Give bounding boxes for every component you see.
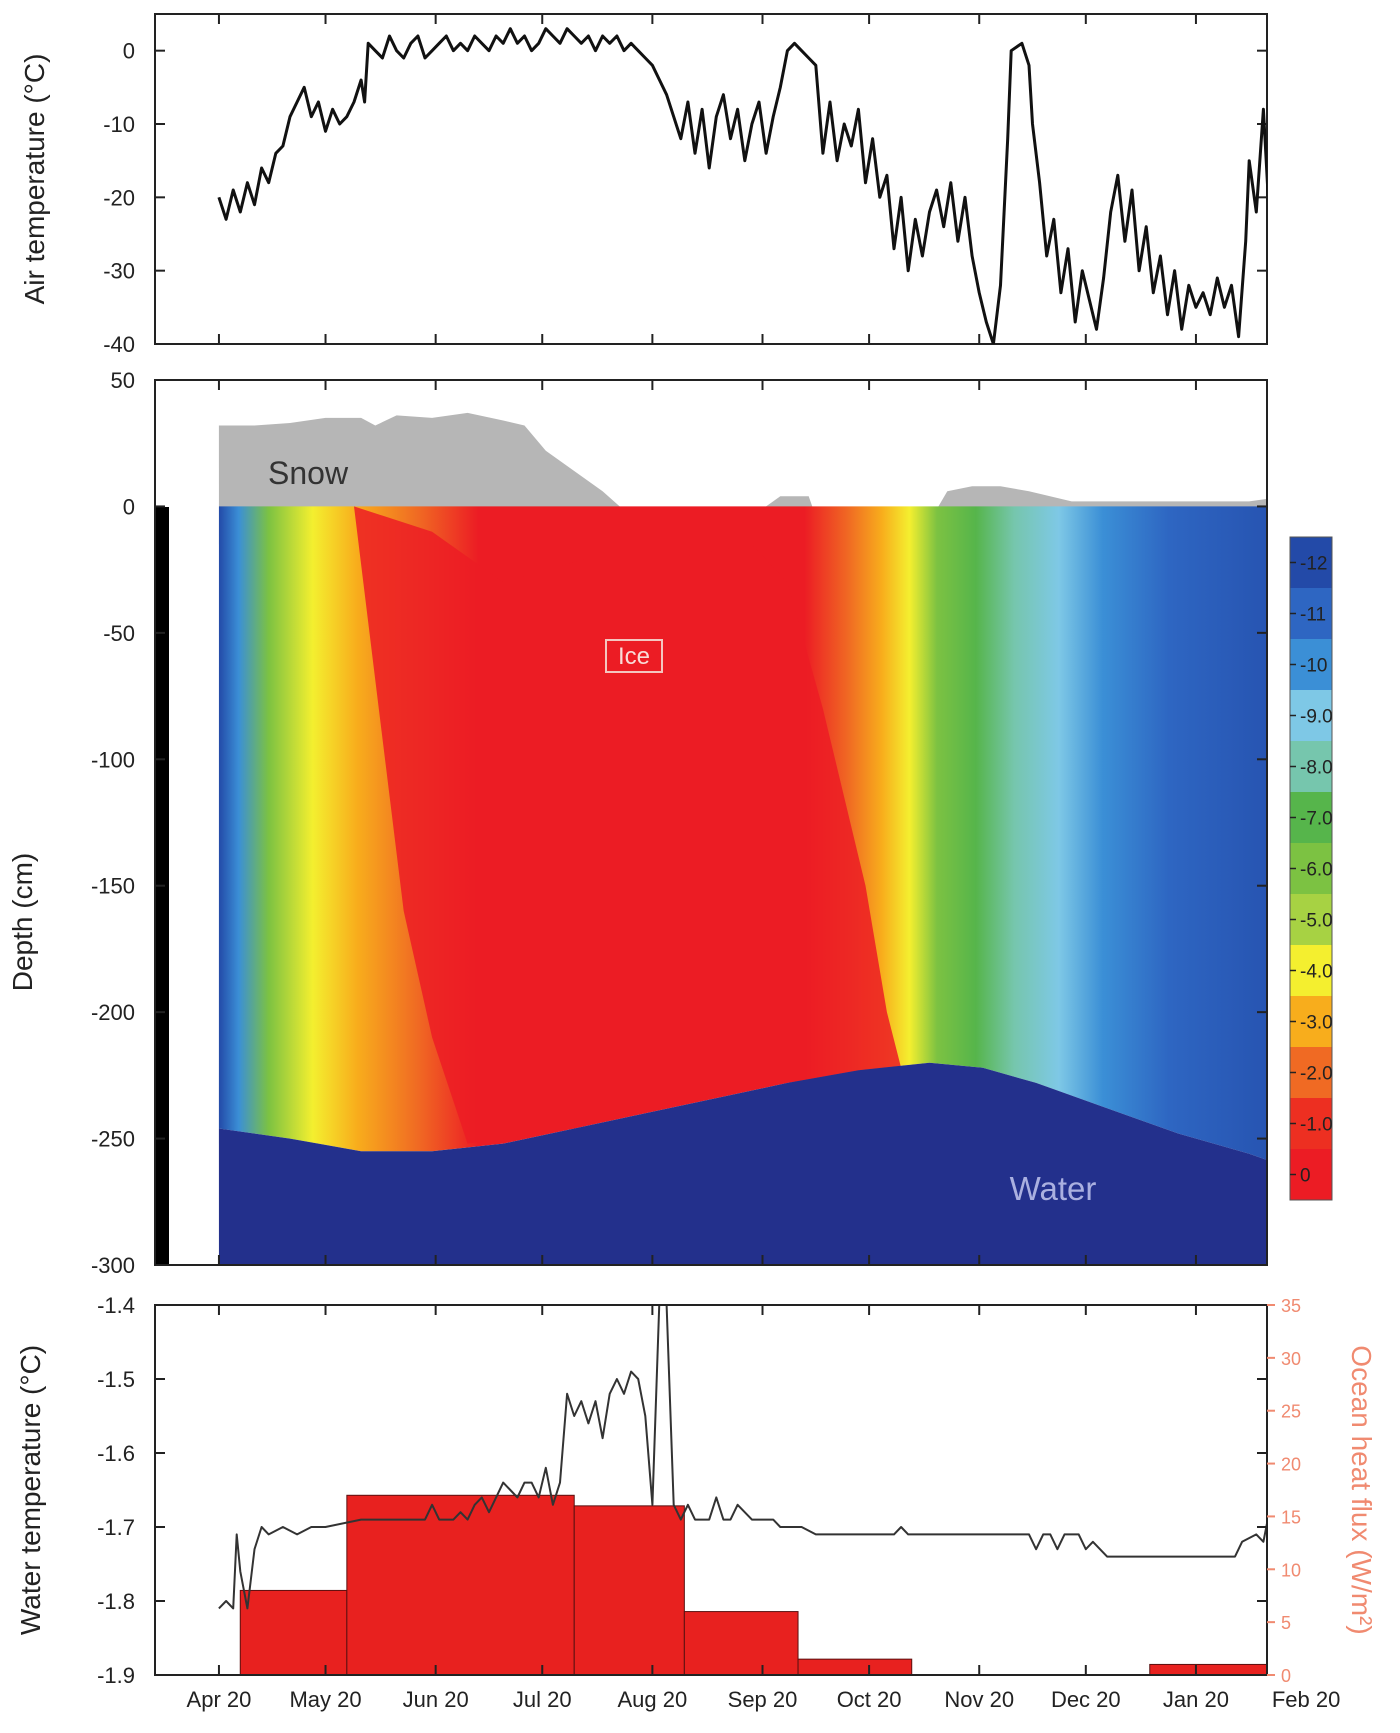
depth-y-ticks: 50 0 -50 -100 -150 -200 -250 -300	[91, 368, 1267, 1278]
depth-x-ticks	[217, 380, 1197, 1265]
colorbar-tick-label: 0	[1300, 1166, 1311, 1187]
month-tick-label: Jul 20	[513, 1687, 572, 1712]
month-tick-label: Jun 20	[403, 1687, 469, 1712]
y-tick-label: -1.8	[97, 1589, 135, 1614]
colorbar-tick-label: -12	[1300, 554, 1327, 575]
y-tick-label: -10	[103, 112, 135, 137]
y2-tick-label: 25	[1281, 1402, 1301, 1422]
y2-tick-label: 5	[1281, 1613, 1291, 1633]
colorbar-swatch	[1290, 894, 1332, 946]
heat-flux-bar	[1149, 1663, 1267, 1675]
ice-temperature-plot-frame	[154, 379, 1268, 1266]
colorbar-tick-label: -8.0	[1300, 758, 1333, 779]
heat-flux-bar	[573, 1505, 685, 1675]
colorbar-tick-label: -10	[1300, 656, 1327, 677]
month-tick-label: Feb 20	[1272, 1687, 1341, 1712]
y2-tick-label: 15	[1281, 1507, 1301, 1527]
air-temperature-y-ticks: 0 -10 -20 -30 -40	[103, 39, 1267, 357]
heat-flux-bar	[346, 1494, 575, 1675]
heat-flux-bar	[683, 1611, 799, 1675]
colorbar-swatch	[1290, 792, 1332, 844]
colorbar-tick-label: -2.0	[1300, 1064, 1333, 1085]
y-tick-label: -1.5	[97, 1367, 135, 1392]
ice-label-box	[605, 639, 663, 673]
y-tick-label: 0	[123, 494, 135, 519]
air-temperature-plot-frame	[154, 13, 1268, 345]
water-temperature-y-ticks: -1.4 -1.5 -1.6 -1.7 -1.8 -1.9	[97, 1293, 1267, 1688]
water-temperature-line	[218, 1305, 1267, 1610]
y2-tick-label: 30	[1281, 1349, 1301, 1369]
y2-tick-label: 20	[1281, 1455, 1301, 1475]
colorbar-swatch	[1290, 588, 1332, 640]
colorbar-tick-label: -9.0	[1300, 707, 1333, 728]
y-tick-label: 50	[111, 368, 135, 393]
colorbar-swatch	[1290, 1098, 1332, 1150]
air-temperature-line	[217, 27, 1267, 344]
ocean-heat-flux-axis-title: Ocean heat flux (W/m²)	[1346, 1345, 1377, 1634]
ice-warm-core	[354, 506, 902, 1144]
colorbar-tick-label: -7.0	[1300, 809, 1333, 830]
month-tick-label: Nov 20	[944, 1687, 1014, 1712]
heat-flux-bar	[239, 1589, 348, 1675]
month-tick-label: Sep 20	[728, 1687, 798, 1712]
y-tick-label: -150	[91, 874, 135, 899]
water-temperature-panel: -1.4-1.5-1.6-1.7-1.8-1.9 05101520253035 …	[15, 1293, 1377, 1712]
heat-flux-bar	[797, 1658, 913, 1675]
y-tick-label: -40	[103, 332, 135, 357]
colorbar-swatch	[1290, 639, 1332, 691]
month-tick-label: Aug 20	[618, 1687, 688, 1712]
ocean-heat-flux-bars	[239, 1494, 1267, 1675]
colorbar-swatch	[1290, 1149, 1332, 1201]
y-tick-label: -100	[91, 747, 135, 772]
y-tick-label: -1.7	[97, 1515, 135, 1540]
snow-label: Snow	[268, 455, 349, 491]
colorbar-tick-label: -11	[1300, 605, 1326, 626]
water-layer	[218, 1062, 1267, 1265]
y2-tick-label: 10	[1281, 1560, 1301, 1580]
y2-tick-label: 35	[1281, 1296, 1301, 1316]
colorbar-tick-label: -6.0	[1300, 860, 1333, 881]
colorbar-swatch	[1290, 741, 1332, 793]
ice-temperature-colorbar: -12 -11 -10 -9.0 -8.0 -7.0 -6.0 -5.0 -4.0 -3.0 -2.…	[1289, 536, 1333, 1201]
colorbar-tick-label: -5.0	[1300, 911, 1333, 932]
colorbar-tick-label: -4.0	[1300, 962, 1333, 983]
air-temperature-axis-title: Air temperature (°C)	[19, 54, 50, 305]
month-tick-label: Jan 20	[1163, 1687, 1229, 1712]
air-temperature-panel: 0 -10 -20 -30 -40 Air temperature (°C)	[19, 13, 1268, 357]
colorbar-swatch	[1290, 843, 1332, 895]
y-tick-label: -50	[103, 621, 135, 646]
colorbar-swatch	[1290, 996, 1332, 1048]
month-tick-label: Dec 20	[1051, 1687, 1121, 1712]
water-temperature-plot-frame	[154, 1304, 1268, 1676]
y-tick-label: -20	[103, 185, 135, 210]
y-tick-label: -1.9	[97, 1663, 135, 1688]
colorbar-swatch	[1290, 1047, 1332, 1099]
y-tick-label: -200	[91, 1000, 135, 1025]
y-tick-label: -1.6	[97, 1441, 135, 1466]
depth-axis-title: Depth (cm)	[7, 853, 38, 991]
colorbar-swatch	[1290, 690, 1332, 742]
y-tick-label: -250	[91, 1127, 135, 1152]
month-tick-label: Oct 20	[837, 1687, 902, 1712]
water-temperature-axis-title: Water temperature (°C)	[15, 1345, 46, 1635]
ocean-heat-flux-y-ticks: 0 5 10 15 20 25 30 35	[1267, 1296, 1301, 1686]
colorbar-swatch	[1290, 537, 1332, 589]
colorbar-tick-label: -3.0	[1300, 1013, 1333, 1034]
month-x-ticks: Apr 20 May 20 Jun 20 Jul 20 Aug 20 Sep 20 Oct …	[187, 1305, 1341, 1712]
colorbar-swatch	[1290, 945, 1332, 997]
water-label: Water	[1010, 1170, 1097, 1207]
ice-temperature-panel: 500-50-100-150-200-250-300 Snow Ice Wate…	[7, 368, 1333, 1278]
y-tick-label: 0	[123, 39, 135, 64]
y2-tick-label: 0	[1281, 1666, 1291, 1686]
y-tick-label: -30	[103, 259, 135, 284]
air-temperature-x-ticks	[217, 14, 1197, 344]
month-tick-label: May 20	[289, 1687, 361, 1712]
y-tick-label: -300	[91, 1253, 135, 1278]
colorbar-tick-label: -1.0	[1300, 1115, 1333, 1136]
ice-label: Ice	[618, 643, 650, 670]
y-tick-label: -1.4	[97, 1293, 135, 1318]
month-tick-label: Apr 20	[187, 1687, 252, 1712]
